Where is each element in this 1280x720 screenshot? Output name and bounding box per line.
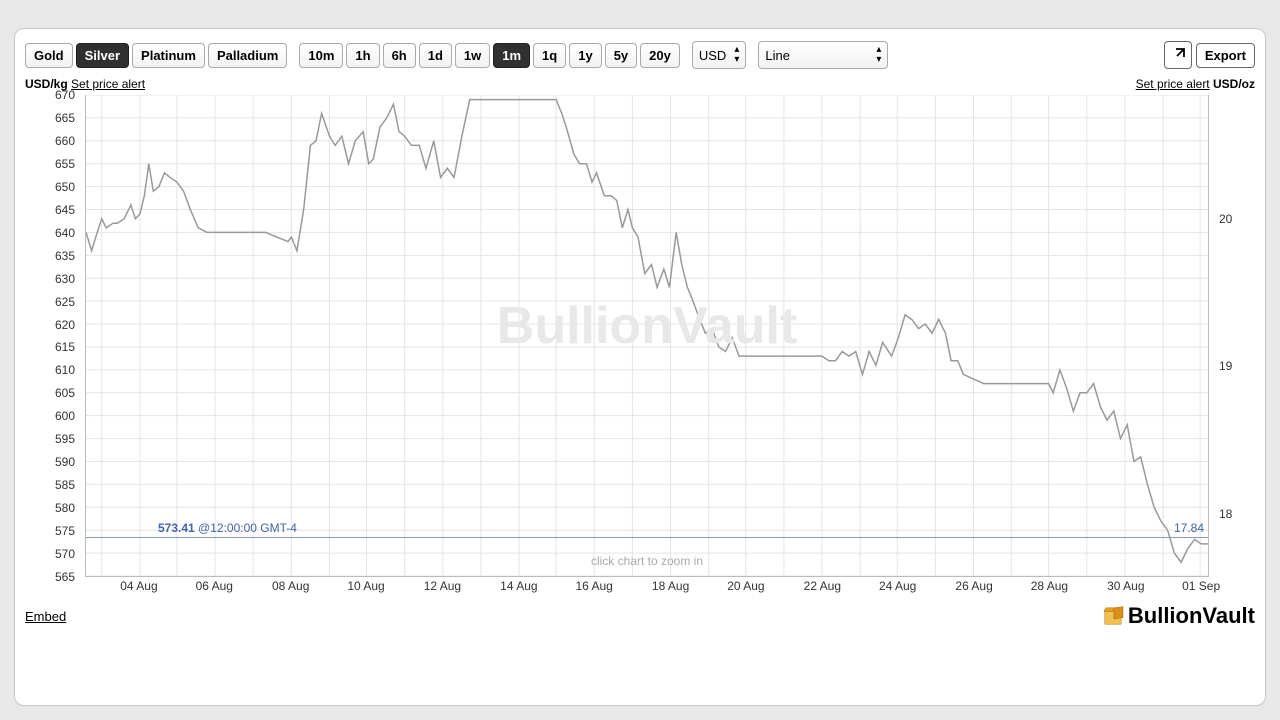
export-button[interactable]: Export bbox=[1196, 43, 1255, 68]
timeframe-tab-1y[interactable]: 1y bbox=[569, 43, 601, 68]
y-axis-right: 18 19 20 bbox=[1213, 95, 1255, 577]
y-tick-left: 660 bbox=[55, 134, 75, 148]
x-tick: 06 Aug bbox=[196, 579, 233, 593]
x-tick: 08 Aug bbox=[272, 579, 309, 593]
timeframe-tab-10m[interactable]: 10m bbox=[299, 43, 343, 68]
y-tick-left: 575 bbox=[55, 524, 75, 538]
x-tick: 14 Aug bbox=[500, 579, 537, 593]
y-tick-left: 645 bbox=[55, 203, 75, 217]
timeframe-tab-1d[interactable]: 1d bbox=[419, 43, 452, 68]
timeframe-tabs: 10m1h6h1d1w1m1q1y5y20y bbox=[299, 43, 680, 68]
brand-logo[interactable]: BullionVault bbox=[1102, 603, 1255, 629]
chart-panel: GoldSilverPlatinumPalladium 10m1h6h1d1w1… bbox=[14, 28, 1266, 706]
x-tick: 18 Aug bbox=[652, 579, 689, 593]
x-tick: 10 Aug bbox=[347, 579, 384, 593]
plot-area[interactable]: BullionVault 573.41 @12:00:00 GMT-4 17.8… bbox=[85, 95, 1209, 577]
timeframe-tab-1w[interactable]: 1w bbox=[455, 43, 490, 68]
caret-icon: ▴▾ bbox=[876, 45, 881, 65]
x-tick: 30 Aug bbox=[1107, 579, 1144, 593]
x-tick: 22 Aug bbox=[804, 579, 841, 593]
y-tick-left: 655 bbox=[55, 157, 75, 171]
plot-svg bbox=[86, 95, 1208, 576]
timeframe-tab-6h[interactable]: 6h bbox=[383, 43, 416, 68]
timeframe-tab-20y[interactable]: 20y bbox=[640, 43, 680, 68]
reference-label-left: 573.41 @12:00:00 GMT-4 bbox=[158, 521, 297, 535]
x-tick: 12 Aug bbox=[424, 579, 461, 593]
y-tick-left: 585 bbox=[55, 478, 75, 492]
brand-text: BullionVault bbox=[1128, 603, 1255, 629]
right-unit-label: USD/oz bbox=[1213, 77, 1255, 91]
y-tick-right: 18 bbox=[1219, 507, 1232, 521]
embed-link[interactable]: Embed bbox=[25, 609, 66, 624]
y-tick-left: 600 bbox=[55, 409, 75, 423]
metal-tab-silver[interactable]: Silver bbox=[76, 43, 129, 68]
y-tick-left: 580 bbox=[55, 501, 75, 515]
chart-footer: Embed BullionVault bbox=[25, 603, 1255, 629]
axis-header: USD/kg Set price alert Set price alert U… bbox=[25, 77, 1255, 91]
y-tick-left: 625 bbox=[55, 295, 75, 309]
x-tick: 01 Sep bbox=[1182, 579, 1220, 593]
chart-area[interactable]: 565 570 575 580 585 590 595 600 605 610 615 620 625 6… bbox=[25, 95, 1255, 597]
chart-toolbar: GoldSilverPlatinumPalladium 10m1h6h1d1w1… bbox=[25, 41, 1255, 69]
expand-icon bbox=[1170, 47, 1186, 63]
expand-button[interactable] bbox=[1164, 41, 1192, 69]
y-tick-left: 670 bbox=[55, 88, 75, 102]
x-tick: 24 Aug bbox=[879, 579, 916, 593]
y-tick-left: 665 bbox=[55, 111, 75, 125]
y-tick-left: 590 bbox=[55, 455, 75, 469]
y-tick-left: 650 bbox=[55, 180, 75, 194]
y-tick-left: 565 bbox=[55, 570, 75, 584]
timeframe-tab-5y[interactable]: 5y bbox=[605, 43, 637, 68]
x-tick: 04 Aug bbox=[120, 579, 157, 593]
chart-type-select[interactable]: Line ▴▾ bbox=[758, 41, 888, 69]
x-tick: 20 Aug bbox=[727, 579, 764, 593]
x-axis: 04 Aug 06 Aug 08 Aug 10 Aug 12 Aug 14 Aug 16 A… bbox=[85, 579, 1209, 597]
timeframe-tab-1q[interactable]: 1q bbox=[533, 43, 566, 68]
zoom-hint: click chart to zoom in bbox=[591, 554, 703, 568]
y-tick-left: 620 bbox=[55, 318, 75, 332]
y-tick-left: 605 bbox=[55, 386, 75, 400]
timeframe-tab-1h[interactable]: 1h bbox=[346, 43, 379, 68]
metal-tab-platinum[interactable]: Platinum bbox=[132, 43, 205, 68]
metal-tab-palladium[interactable]: Palladium bbox=[208, 43, 287, 68]
chart-type-value: Line bbox=[765, 48, 868, 63]
y-axis-left: 5655705755805855905956006056106156206256… bbox=[25, 95, 81, 577]
set-price-alert-right[interactable]: Set price alert bbox=[1136, 77, 1210, 91]
x-tick: 28 Aug bbox=[1031, 579, 1068, 593]
y-tick-left: 635 bbox=[55, 249, 75, 263]
y-tick-left: 615 bbox=[55, 340, 75, 354]
reference-label-right: 17.84 bbox=[1174, 521, 1204, 535]
currency-value: USD bbox=[699, 48, 726, 63]
caret-icon: ▴▾ bbox=[734, 45, 739, 65]
y-tick-left: 610 bbox=[55, 363, 75, 377]
metal-tab-gold[interactable]: Gold bbox=[25, 43, 73, 68]
y-tick-left: 570 bbox=[55, 547, 75, 561]
set-price-alert-left[interactable]: Set price alert bbox=[71, 77, 145, 91]
y-tick-left: 595 bbox=[55, 432, 75, 446]
y-tick-right: 20 bbox=[1219, 212, 1232, 226]
y-tick-left: 640 bbox=[55, 226, 75, 240]
timeframe-tab-1m[interactable]: 1m bbox=[493, 43, 530, 68]
x-tick: 16 Aug bbox=[575, 579, 612, 593]
vault-icon bbox=[1102, 606, 1124, 626]
y-tick-right: 19 bbox=[1219, 359, 1232, 373]
metal-tabs: GoldSilverPlatinumPalladium bbox=[25, 43, 287, 68]
currency-select[interactable]: USD ▴▾ bbox=[692, 41, 746, 69]
x-tick: 26 Aug bbox=[955, 579, 992, 593]
y-tick-left: 630 bbox=[55, 272, 75, 286]
